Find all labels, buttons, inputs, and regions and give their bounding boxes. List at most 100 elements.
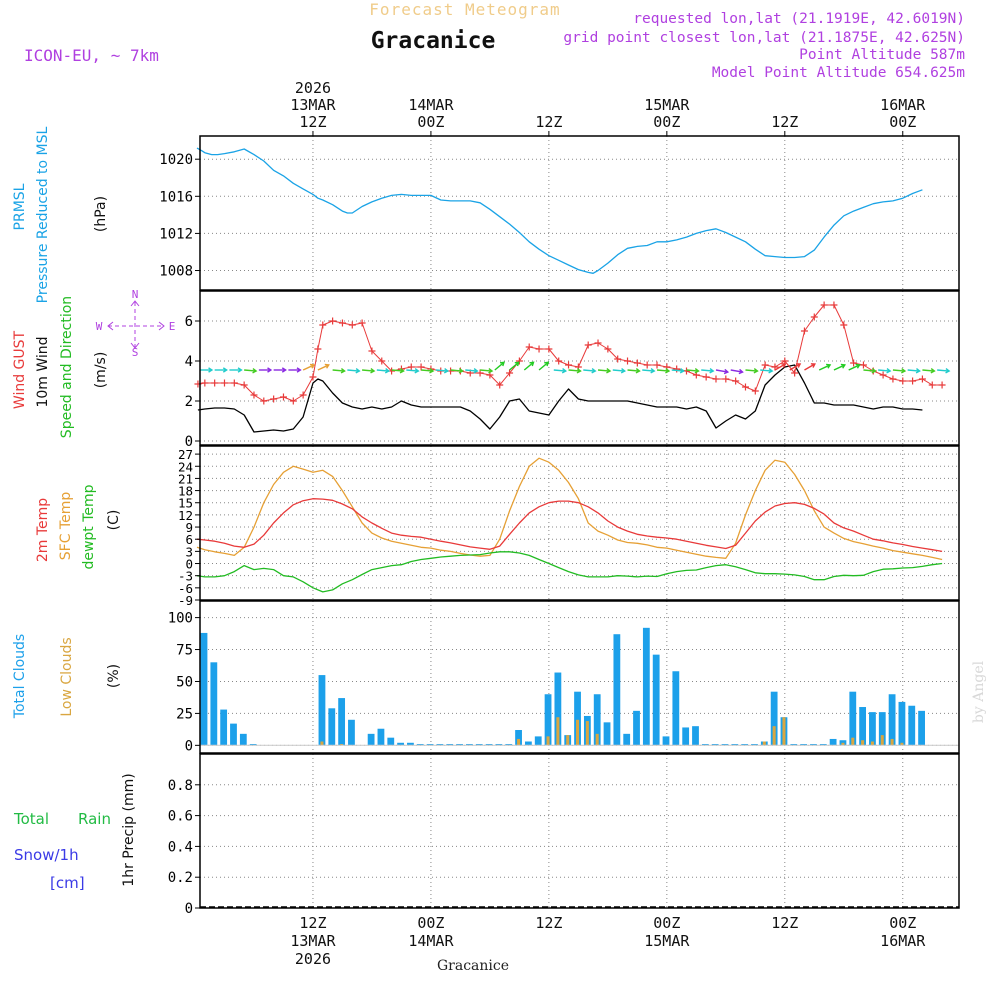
wind-direction-arrow (863, 369, 876, 372)
wind-direction-arrowhead (222, 367, 228, 373)
total-cloud-bar (878, 712, 886, 746)
wind-direction-arrowhead (429, 368, 435, 374)
label-dewpt-temp: dewpt Temp (81, 484, 97, 569)
wind-direction-arrow (745, 369, 758, 372)
label-total-clouds: Total Clouds (12, 634, 28, 719)
wind-direction-arrow (480, 369, 493, 372)
wind-direction-arrow (848, 364, 860, 371)
total-cloud-bar (436, 744, 444, 746)
compass-s: S (132, 346, 139, 359)
wind-direction-arrow (922, 369, 935, 372)
wind-direction-arrow (347, 369, 360, 372)
wind-direction-arrow (391, 369, 404, 372)
location-title: Gracanice (371, 28, 496, 54)
wind-direction-arrow (627, 369, 640, 372)
wind-direction-arrowhead (665, 368, 671, 374)
wind-direction-arrowhead (723, 368, 730, 375)
wind-direction-arrowhead (237, 367, 243, 373)
wind-gust-marker (358, 319, 366, 327)
total-cloud-bar (613, 634, 621, 746)
wind-gust-marker (506, 369, 514, 377)
wind-direction-arrowhead (753, 368, 759, 374)
ytick-label-temp: 0 (185, 557, 193, 572)
wind-gust-marker (918, 375, 926, 383)
wind-direction-arrow (715, 369, 728, 373)
panel-frame-temp (199, 445, 960, 601)
wind-gust-marker (319, 321, 327, 329)
wind-direction-arrow (317, 364, 330, 371)
total-cloud-bar (869, 712, 876, 746)
wind-direction-arrowhead (443, 368, 450, 374)
ytick-label-temp: 9 (185, 520, 193, 535)
dewpt-temp-line (196, 551, 943, 593)
wind-direction-arrowhead (355, 368, 361, 374)
low-cloud-bar (585, 721, 589, 746)
total-cloud-bar (318, 675, 326, 746)
total-cloud-bar (652, 654, 660, 746)
total-cloud-bar (829, 738, 837, 746)
ytick-label-temp: 6 (185, 532, 193, 547)
total-cloud-bar (220, 709, 228, 746)
top-time-label: 00Z (889, 113, 916, 131)
compass-rose: N S W E (96, 288, 176, 359)
total-cloud-bar (751, 744, 758, 746)
wind-gust-marker (928, 381, 936, 389)
label-1hr-precip: 1hr Precip (mm) (121, 773, 137, 886)
low-cloud-bar (900, 742, 904, 746)
total-cloud-bar (731, 744, 739, 746)
total-cloud-bar (210, 662, 218, 746)
wind-gust-marker (211, 379, 219, 387)
wind-direction-arrowhead (709, 368, 715, 374)
total-cloud-bar (574, 691, 581, 746)
bottom-time-label: 13MAR (290, 932, 336, 950)
total-cloud-bar (426, 744, 434, 746)
wind-gust-marker (653, 361, 661, 369)
wind-direction-arrowhead (514, 361, 520, 367)
wind-direction-arrow (376, 369, 389, 372)
wind-gust-marker (338, 319, 346, 327)
ytick-label-precip: 0.4 (168, 839, 193, 855)
ytick-label-clouds: 100 (168, 611, 193, 627)
wind-direction-arrowhead (591, 368, 597, 374)
wind-gust-marker (751, 387, 759, 395)
ytick-label-precip: 0 (185, 901, 193, 917)
wind-direction-arrowhead (620, 368, 627, 374)
ytick-label-wind: 0 (185, 434, 193, 450)
wind-direction-arrow (465, 369, 478, 372)
total-cloud-bar (810, 744, 817, 746)
wind-direction-arrow (686, 369, 699, 372)
total-cloud-bar (898, 701, 906, 746)
label-sfc-temp: SFC Temp (58, 492, 74, 561)
wind-direction-arrowhead (561, 368, 568, 374)
bottom-time-label: 00Z (417, 914, 444, 932)
total-cloud-bar (790, 744, 798, 746)
wind-direction-arrow (656, 369, 670, 372)
wind-direction-arrow (494, 361, 505, 371)
wind-direction-arrowhead (901, 368, 907, 374)
label-wind-gust: Wind GUST (12, 330, 28, 409)
bottom-time-label: 12Z (535, 914, 562, 932)
ytick-label-clouds: 75 (176, 643, 193, 659)
low-cloud-bar (546, 736, 550, 746)
ytick-label-wind: 2 (185, 394, 193, 410)
wind-direction-arrowhead (208, 367, 214, 373)
wind-direction-arrowhead (768, 368, 774, 374)
wind-gust-marker (879, 371, 887, 379)
footer-location: Gracanice (437, 958, 509, 974)
total-cloud-bar (485, 744, 493, 746)
ytick-label-temp: 18 (178, 484, 193, 499)
low-cloud-bar (851, 737, 855, 746)
label-ms: (m/s) (93, 352, 109, 389)
wind-direction-arrow (818, 364, 831, 371)
wind-direction-arrowhead (871, 368, 877, 374)
total-cloud-bar (534, 736, 542, 746)
wind-gust-marker (732, 377, 740, 385)
total-cloud-bar (642, 627, 650, 746)
wind-gust-marker (515, 357, 523, 365)
wind-direction-arrowhead (635, 368, 641, 374)
wind-direction-arrowhead (886, 368, 892, 374)
wind-direction-arrowhead (309, 363, 316, 369)
total-cloud-bar (593, 694, 601, 746)
wind-direction-arrowhead (738, 368, 744, 375)
